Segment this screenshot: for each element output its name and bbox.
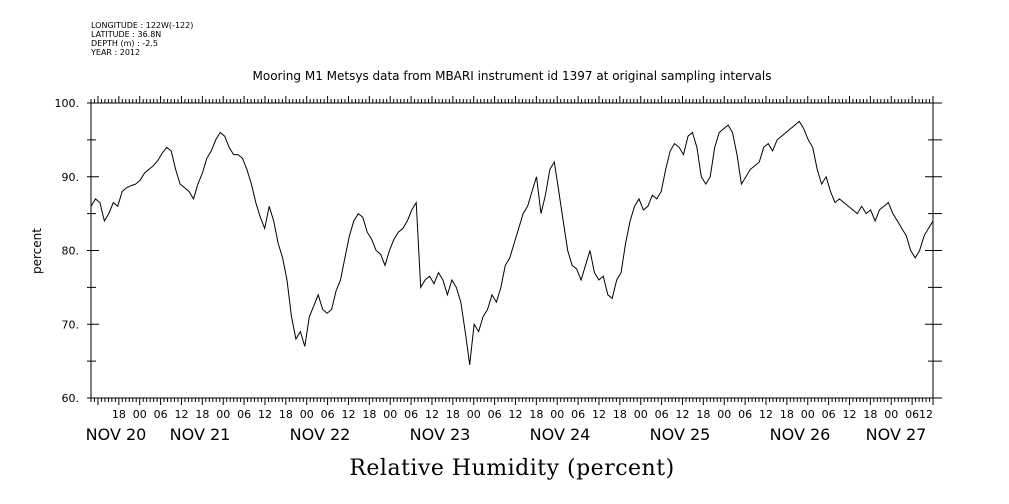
x-tick-label: 00	[467, 408, 481, 421]
x-tick-label: 12	[675, 408, 689, 421]
x-tick-label: 06	[321, 408, 335, 421]
y-axis-label: percent	[30, 228, 44, 274]
y-tick-labels: 60. 70. 80. 90. 100.	[55, 97, 80, 405]
x-tick-label: 18	[696, 408, 710, 421]
x-hour-tick-labels: 18 00 06 12 18 00 06 12 18 00 06 12 18 00 06 12 18 00 06 12…	[112, 408, 933, 421]
x-tick-label: 12	[919, 408, 933, 421]
x-date-label: NOV 20	[86, 425, 147, 444]
x-tick-label: 06	[822, 408, 836, 421]
x-tick-label: 12	[174, 408, 188, 421]
x-tick-label: 00	[300, 408, 314, 421]
x-tick-label: 12	[425, 408, 439, 421]
x-tick-label: 18	[446, 408, 460, 421]
x-tick-label: 12	[258, 408, 272, 421]
x-tick-label: 18	[613, 408, 627, 421]
x-date-label: NOV 23	[410, 425, 471, 444]
x-tick-label: 18	[362, 408, 376, 421]
y-tick-label: 70.	[62, 318, 80, 331]
tick-marks	[87, 96, 942, 405]
x-tick-label: 18	[780, 408, 794, 421]
y-tick-label: 90.	[62, 171, 80, 184]
x-tick-label: 00	[801, 408, 815, 421]
x-tick-label: 12	[842, 408, 856, 421]
x-axis-label: Relative Humidity (percent)	[349, 456, 674, 481]
x-tick-label: 00	[884, 408, 898, 421]
x-date-label: NOV 27	[866, 425, 927, 444]
station-metadata: LONGITUDE : 122W(-122) LATITUDE : 36.8N …	[91, 21, 193, 57]
depth-text: DEPTH (m) : -2.5	[91, 39, 158, 48]
x-date-label: NOV 22	[290, 425, 351, 444]
x-date-label: NOV 24	[530, 425, 591, 444]
series-group	[90, 120, 934, 365]
x-tick-label: 06	[404, 408, 418, 421]
humidity-series-line	[90, 120, 934, 365]
chart-title: Mooring M1 Metsys data from MBARI instru…	[253, 69, 772, 83]
y-tick-label: 100.	[55, 97, 80, 110]
x-tick-label: 06	[738, 408, 752, 421]
latitude-text: LATITUDE : 36.8N	[91, 30, 162, 39]
x-tick-label: 12	[592, 408, 606, 421]
x-tick-label: 06	[655, 408, 669, 421]
x-tick-label: 12	[508, 408, 522, 421]
x-tick-label: 00	[216, 408, 230, 421]
x-tick-label: 12	[341, 408, 355, 421]
x-tick-label: 06	[237, 408, 251, 421]
x-tick-label: 18	[529, 408, 543, 421]
y-tick-label: 80.	[62, 245, 80, 258]
x-tick-label: 18	[863, 408, 877, 421]
x-tick-label: 18	[279, 408, 293, 421]
x-tick-label: 06	[905, 408, 919, 421]
x-tick-label: 06	[571, 408, 585, 421]
x-date-label: NOV 21	[170, 425, 231, 444]
x-tick-label: 06	[154, 408, 168, 421]
x-date-label: NOV 26	[770, 425, 831, 444]
x-tick-label: 00	[133, 408, 147, 421]
y-tick-label: 60.	[62, 392, 80, 405]
x-tick-label: 18	[195, 408, 209, 421]
year-text: YEAR : 2012	[91, 48, 141, 57]
x-tick-label: 00	[550, 408, 564, 421]
x-date-labels: NOV 20 NOV 21 NOV 22 NOV 23 NOV 24 NOV 25 NOV …	[86, 425, 927, 444]
x-date-label: NOV 25	[650, 425, 711, 444]
x-tick-label: 00	[634, 408, 648, 421]
x-tick-label: 18	[112, 408, 126, 421]
x-tick-label: 12	[759, 408, 773, 421]
x-tick-label: 00	[717, 408, 731, 421]
x-tick-label: 06	[488, 408, 502, 421]
x-tick-label: 00	[383, 408, 397, 421]
longitude-text: LONGITUDE : 122W(-122)	[91, 21, 194, 30]
